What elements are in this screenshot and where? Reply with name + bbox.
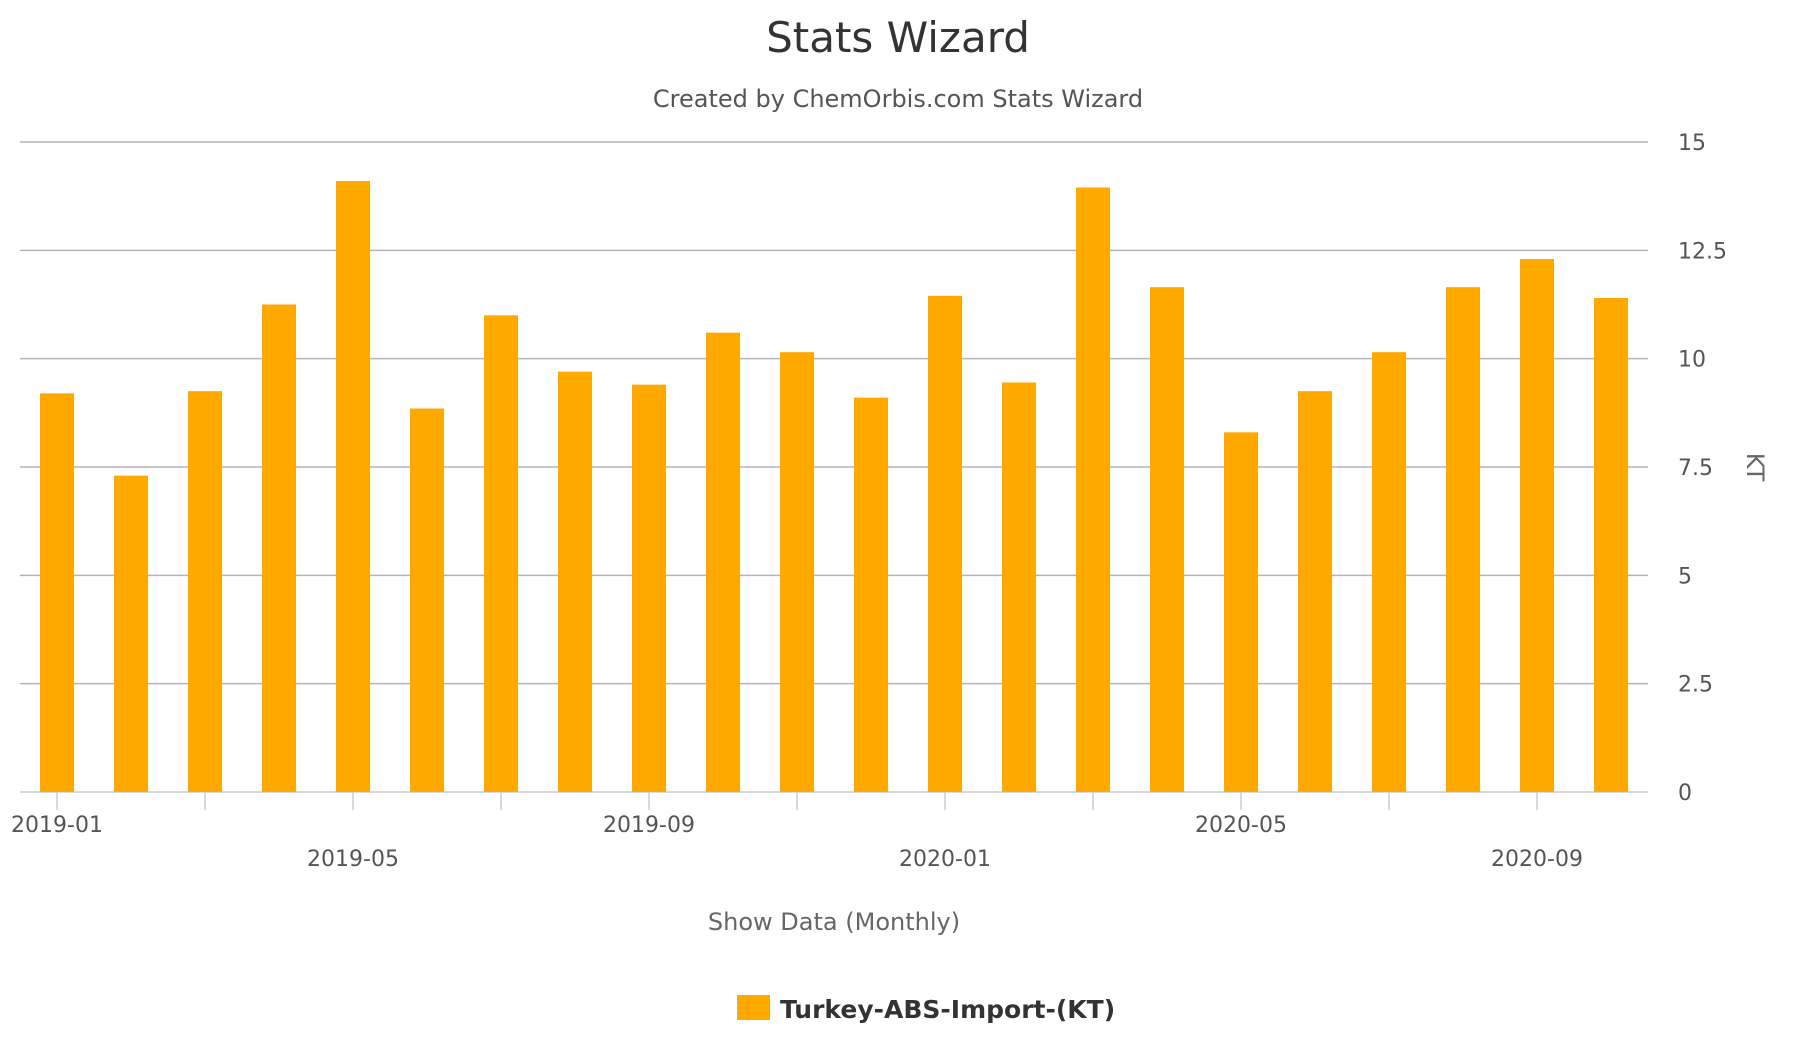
bar[interactable] [261,304,297,793]
bar[interactable] [483,315,519,792]
bar[interactable] [187,391,223,792]
x-tick-label: 2019-01 [11,813,103,838]
bar[interactable] [335,181,371,792]
chart-subtitle: Created by ChemOrbis.com Stats Wizard [653,85,1143,113]
bars [39,181,1629,793]
bar[interactable] [39,393,75,792]
x-axis-ticks: 2019-01 2019-05 2019-09 2020-01 2020-05 2020-… [11,792,1583,872]
bar[interactable] [853,397,889,792]
bar[interactable] [113,475,149,792]
x-tick-label: 2020-09 [1491,847,1583,872]
bar[interactable] [409,408,445,793]
x-axis-title: Show Data (Monthly) [708,908,960,936]
bar[interactable] [557,371,593,792]
legend[interactable]: Turkey-ABS-Import-(KT) [737,995,1115,1024]
y-tick-label: 7.5 [1678,456,1713,481]
y-tick-label: 0 [1678,781,1692,806]
x-tick-label: 2020-05 [1195,813,1287,838]
bar[interactable] [631,384,667,792]
y-tick-label: 5 [1678,564,1692,589]
y-tick-label: 15 [1678,131,1706,156]
bar[interactable] [1519,259,1555,792]
bar[interactable] [927,295,963,792]
bar[interactable] [1223,432,1259,792]
x-tick-label: 2019-09 [603,813,695,838]
bar[interactable] [1001,382,1037,793]
bar[interactable] [1075,187,1111,793]
bar[interactable] [1371,352,1407,792]
y-tick-label: 12.5 [1678,239,1727,264]
bar[interactable] [779,352,815,792]
bar[interactable] [1149,287,1185,792]
legend-label: Turkey-ABS-Import-(KT) [780,995,1115,1024]
y-tick-label: 2.5 [1678,673,1713,698]
y-tick-label: 10 [1678,348,1706,373]
bar[interactable] [705,332,741,792]
x-tick-label: 2020-01 [899,847,991,872]
bar[interactable] [1445,287,1481,792]
bar[interactable] [1593,298,1629,792]
y-axis-title: KT [1741,453,1769,482]
bar[interactable] [1297,391,1333,792]
x-tick-label: 2019-05 [307,847,399,872]
chart-title: Stats Wizard [766,13,1030,62]
y-axis-ticks: 0 2.5 5 7.5 10 12.5 15 [1678,131,1727,806]
legend-swatch [737,995,770,1020]
